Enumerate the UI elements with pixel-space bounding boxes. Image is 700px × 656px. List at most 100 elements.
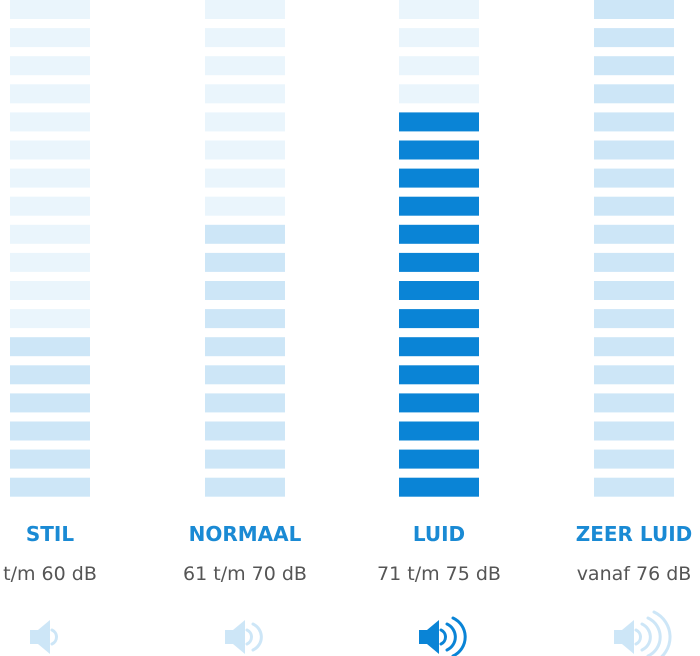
level-segment-on (399, 224, 479, 244)
level-segment-off (10, 309, 90, 329)
level-segment-on (399, 112, 479, 132)
level-segment-on (594, 449, 674, 469)
level-segment-off (399, 28, 479, 48)
level-segment-off (399, 56, 479, 76)
speaker-wave (445, 622, 457, 652)
level-meter (10, 0, 90, 497)
level-segment-on (399, 140, 479, 160)
level-segment-on (10, 337, 90, 357)
level-segment-on (10, 477, 90, 497)
level-segment-on (594, 477, 674, 497)
level-segment-off (10, 0, 90, 19)
level-segment-on (205, 337, 285, 357)
speaker-wave (646, 616, 662, 656)
level-segment-off (205, 140, 285, 160)
level-segment-on (399, 281, 479, 300)
level-segment-on (205, 449, 285, 469)
level-segment-on (205, 252, 285, 272)
level-range: vanaf 76 dB (577, 563, 692, 585)
level-segment-on (399, 393, 479, 413)
speaker-wave (640, 622, 652, 652)
speaker-wave (251, 622, 263, 652)
speaker-wave (245, 628, 253, 646)
level-segment-on (594, 281, 674, 300)
level-segment-on (399, 365, 479, 385)
level-segment-on (594, 84, 674, 104)
level-segment-on (399, 196, 479, 216)
level-label: NORMAAL (189, 522, 302, 546)
level-segment-on (594, 112, 674, 132)
level-segment-on (399, 309, 479, 329)
level-segment-off (399, 84, 479, 104)
level-segment-off (10, 140, 90, 160)
speaker-icon (419, 616, 467, 656)
level-segment-on (205, 309, 285, 329)
level-segment-off (399, 0, 479, 19)
level-segment-on (205, 393, 285, 413)
speaker-wave (652, 610, 672, 656)
level-segment-on (10, 421, 90, 441)
speaker-body (614, 630, 622, 644)
level-segment-off (10, 281, 90, 300)
level-label: STIL (26, 522, 74, 546)
level-segment-on (594, 196, 674, 216)
level-segment-on (10, 365, 90, 385)
level-segment-on (205, 281, 285, 300)
speaker-body (30, 630, 38, 644)
speaker-body (225, 630, 233, 644)
level-range: t/m 60 dB (3, 563, 97, 585)
level-segment-on (594, 337, 674, 357)
level-segment-on (399, 449, 479, 469)
level-segment-on (594, 252, 674, 272)
level-segment-on (594, 224, 674, 244)
level-segment-on (594, 421, 674, 441)
level-segment-on (594, 56, 674, 76)
speaker-body (419, 630, 427, 644)
level-segment-on (594, 140, 674, 160)
level-segment-off (205, 112, 285, 132)
level-label: ZEER LUID (576, 522, 693, 546)
level-segment-off (10, 28, 90, 48)
speaker-icon (225, 620, 263, 654)
level-segment-on (594, 393, 674, 413)
level-segment-off (205, 196, 285, 216)
speaker-icon (614, 610, 672, 656)
level-segment-on (399, 477, 479, 497)
level-segment-off (10, 56, 90, 76)
level-label: LUID (413, 522, 465, 546)
speaker-cone (233, 620, 245, 654)
level-segment-off (205, 56, 285, 76)
level-segment-on (10, 449, 90, 469)
level-segment-on (594, 309, 674, 329)
level-segment-off (205, 168, 285, 188)
level-segment-on (399, 421, 479, 441)
level-range: 61 t/m 70 dB (183, 563, 307, 585)
level-meter (594, 0, 674, 497)
level-segment-on (594, 168, 674, 188)
speaker-cone (427, 620, 439, 654)
speaker-wave (634, 628, 642, 646)
level-segment-on (10, 393, 90, 413)
level-segment-off (10, 112, 90, 132)
speaker-wave (451, 616, 467, 656)
speaker-cone (622, 620, 634, 654)
level-range: 71 t/m 75 dB (377, 563, 501, 585)
level-segment-on (205, 365, 285, 385)
level-segment-off (205, 84, 285, 104)
level-segment-off (10, 196, 90, 216)
level-segment-off (10, 84, 90, 104)
speaker-icon (30, 620, 58, 654)
level-segment-off (10, 168, 90, 188)
level-segment-off (10, 224, 90, 244)
level-segment-on (205, 421, 285, 441)
level-segment-on (205, 224, 285, 244)
level-meter (205, 0, 285, 497)
level-segment-on (399, 252, 479, 272)
level-segment-on (399, 168, 479, 188)
level-segment-on (205, 477, 285, 497)
level-meter (399, 0, 479, 497)
speaker-wave (50, 628, 58, 646)
level-segment-on (594, 28, 674, 48)
